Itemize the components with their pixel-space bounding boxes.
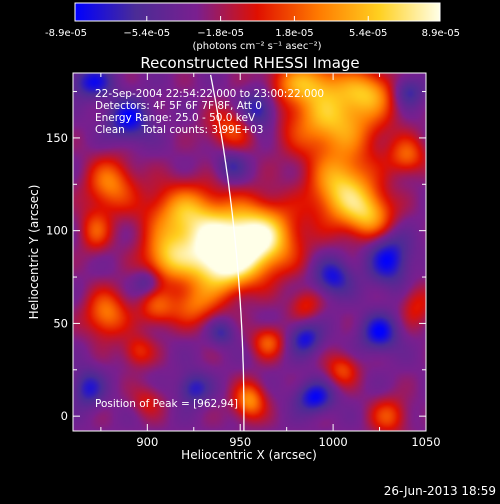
- annotation-detectors: Detectors: 4F 5F 6F 7F 8F, Att 0: [95, 100, 262, 112]
- annotation-block: 22-Sep-2004 22:54:22.000 to 23:00:22.000…: [95, 88, 324, 136]
- axis-ticks: 900 950 1000 1050 0 50 100 150: [46, 73, 441, 449]
- colorbar-ticks: -8.9e-05 −5.4e-05 −1.8e-05 1.8e-05 5.4e-05 8.…: [45, 16, 460, 39]
- chart-title: Reconstructed RHESSI Image: [140, 54, 359, 72]
- colorbar: -8.9e-05 −5.4e-05 −1.8e-05 1.8e-05 5.4e-05 8.…: [45, 2, 460, 52]
- y-tick-label: 150: [46, 131, 68, 145]
- peak-position-label: Position of Peak = [962,94]: [95, 398, 238, 410]
- solar-limb: [209, 74, 245, 431]
- x-tick-label: 1050: [411, 435, 440, 449]
- annotation-energy-range: Energy Range: 25.0 - 50.0 keV: [95, 112, 256, 124]
- colorbar-tick-label: −1.8e-05: [197, 28, 244, 39]
- x-tick-label: 900: [136, 435, 158, 449]
- colorbar-tick-label: 8.9e-05: [422, 28, 460, 39]
- colorbar-tick-label: -8.9e-05: [45, 28, 87, 39]
- y-tick-label: 100: [46, 224, 68, 238]
- x-axis-label: Heliocentric X (arcsec): [181, 448, 317, 462]
- heatmap-image: [73, 73, 426, 431]
- x-tick-label: 1000: [318, 435, 347, 449]
- colorbar-tick-label: 5.4e-05: [349, 28, 387, 39]
- plot-area: 22-Sep-2004 22:54:22.000 to 23:00:22.000…: [46, 72, 441, 449]
- annotation-time-range: 22-Sep-2004 22:54:22.000 to 23:00:22.000: [95, 88, 324, 100]
- annotation-clean-counts: Clean Total counts: 3.99E+03: [95, 124, 264, 136]
- plot-frame: [72, 72, 427, 432]
- colorbar-gradient: [74, 2, 441, 22]
- colorbar-tick-label: −5.4e-05: [123, 28, 170, 39]
- y-tick-label: 50: [53, 316, 68, 330]
- footer-date: 26-Jun-2013 18:59: [384, 484, 496, 498]
- colorbar-tick-label: 1.8e-05: [275, 28, 313, 39]
- x-tick-label: 950: [229, 435, 251, 449]
- y-tick-label: 0: [61, 409, 68, 423]
- y-axis-label: Heliocentric Y (arcsec): [27, 185, 41, 320]
- colorbar-unit-label: (photons cm⁻² s⁻¹ asec⁻²): [192, 41, 321, 52]
